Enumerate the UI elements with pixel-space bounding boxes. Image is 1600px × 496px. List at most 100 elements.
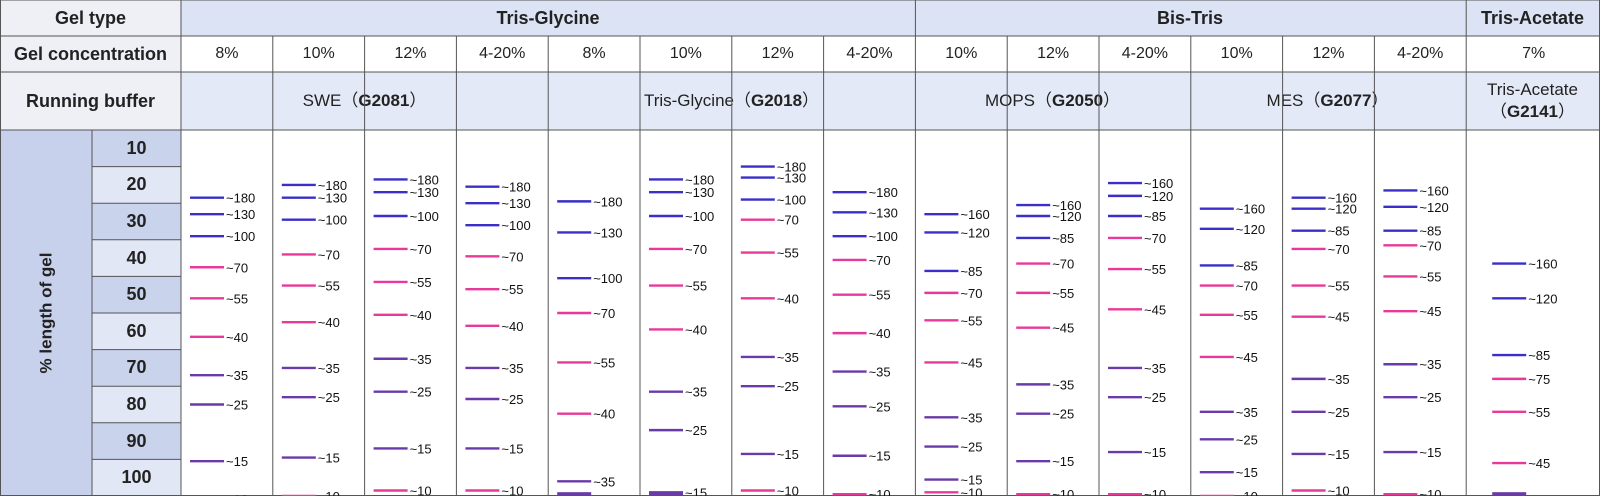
band-label: ~160 [1144,176,1173,191]
band-label: ~120 [1419,200,1448,215]
lane-9: ~160 ~120 ~85 ~70 ~55 ~45 ~35 ~25 ~15~10 [924,207,990,496]
band-label: ~55 [1052,286,1074,301]
buffer-code: G2018 [751,91,803,110]
band-label: ~15 [685,485,707,496]
band-label: ~25 [1419,390,1441,405]
band-label: ~180 [318,178,347,193]
band-label: ~35 [1328,372,1350,387]
band-label: ~55 [1144,262,1166,277]
band-label: ~55 [869,288,891,303]
band-label: ~10 [1144,487,1166,496]
pct-row-label: 50 [92,276,181,313]
buffer-suffix: ） [1371,91,1389,110]
band-label: ~70 [226,260,248,275]
buffer-code: G2077 [1320,91,1372,110]
band-label: ~130 [318,191,347,206]
band-label: ~25 [1328,405,1350,420]
buffer-prefix: MES（ [1266,91,1321,110]
band-label: ~40 [777,291,799,306]
pct-row-label: 40 [92,239,181,277]
band-label: ~160 [1328,191,1357,206]
band-label: ~100 [869,229,898,244]
concentration-cell: 12% [731,36,824,72]
band-label: ~35 [593,474,615,489]
band-label: ~130 [501,196,530,211]
band-label: ~100 [685,209,714,224]
buffer-suffix: ） [1103,91,1121,110]
band-label: ~55 [1328,279,1350,294]
band-label: ~35 [501,361,523,376]
dye-front-mark [557,492,592,496]
concentration-cell: 10% [272,36,365,72]
band-label: ~25 [226,398,248,413]
band-label: ~35 [318,361,340,376]
band-label: ~70 [960,286,982,301]
band-label: ~55 [318,279,340,294]
band-label: ~40 [869,326,891,341]
band-label: ~10 [1236,489,1258,496]
band-label: ~15 [501,441,523,456]
lane-11: ~160~120 ~85 ~70 ~55 ~45 ~35 ~25 ~15 ~10 [1108,176,1173,496]
band-label: ~100 [593,271,622,286]
lane-13: ~160~120 ~85 ~70 ~55 ~45 ~35 ~25 ~15 ~10 [1291,191,1357,496]
dye-front-mark [649,492,683,496]
band-label: ~15 [1052,454,1074,469]
band-label: ~15 [318,451,340,466]
buffer-code: G2141 [1506,102,1559,121]
gel-concentration-label: Gel concentration [0,36,181,72]
band-label: ~10 [1419,487,1441,496]
concentration-cell: 4-20% [456,36,549,72]
band-label: ~40 [593,407,615,422]
running-buffer-label: Running buffer [0,72,181,130]
band-label: ~15 [777,447,799,462]
band-label: ~70 [1328,242,1350,257]
gel-type-tris-glycine: Tris-Glycine [181,0,915,36]
band-label: ~130 [226,207,255,222]
band-label: ~25 [318,390,340,405]
buffer-code: G2050 [1052,91,1104,110]
band-label: ~15 [410,441,432,456]
buffer-prefix: MOPS（ [984,91,1052,110]
band-label: ~25 [777,379,799,394]
band-label: ~10 [777,484,799,496]
band-label: ~15 [1236,465,1258,480]
band-label: ~100 [410,209,439,224]
band-label: ~100 [318,213,347,228]
band-label: ~55 [1528,405,1550,420]
band-label: ~55 [777,246,799,261]
band-label: ~70 [501,249,523,264]
band-label: ~10 [501,484,523,496]
band-label: ~70 [318,247,340,262]
band-label: ~45 [1236,350,1258,365]
band-label: ~25 [685,423,707,438]
band-label: ~10 [1052,487,1074,496]
band-label: ~35 [960,410,982,425]
band-label: ~35 [777,350,799,365]
lane-5: ~180 ~130 ~100 ~70 ~55 ~40 ~35 [557,194,622,489]
band-label: ~160 [960,207,989,222]
band-label: ~10 [960,485,982,496]
concentration-cell: 4-20% [1374,36,1467,72]
band-label: ~130 [410,185,439,200]
pct-row-label: 60 [92,313,181,350]
lane-10: ~160~120 ~85 ~70 ~55 ~45 ~35 ~25 ~15 ~10 [1016,198,1081,496]
pct-length-axis-label: % length of gel [0,130,92,496]
band-label: ~35 [1144,361,1166,376]
lane-7: ~180~130 ~100 ~70 ~55 ~40 ~35 ~25 ~15 ~10 [740,160,806,496]
band-label: ~85 [1528,348,1550,363]
band-label: ~10 [226,493,248,496]
band-label: ~45 [1419,304,1441,319]
band-label: ~55 [960,313,982,328]
concentration-cell: 12% [364,36,457,72]
buffer-prefix: SWE（ [302,91,359,110]
concentration-cell: 4-20% [1099,36,1191,72]
band-label: ~130 [593,225,622,240]
band-label: ~100 [777,193,806,208]
band-label: ~70 [410,242,432,257]
band-label: ~85 [960,264,982,279]
band-label: ~40 [226,330,248,345]
band-label: ~45 [1328,310,1350,325]
band-label: ~25 [1144,390,1166,405]
band-label: ~130 [685,185,714,200]
